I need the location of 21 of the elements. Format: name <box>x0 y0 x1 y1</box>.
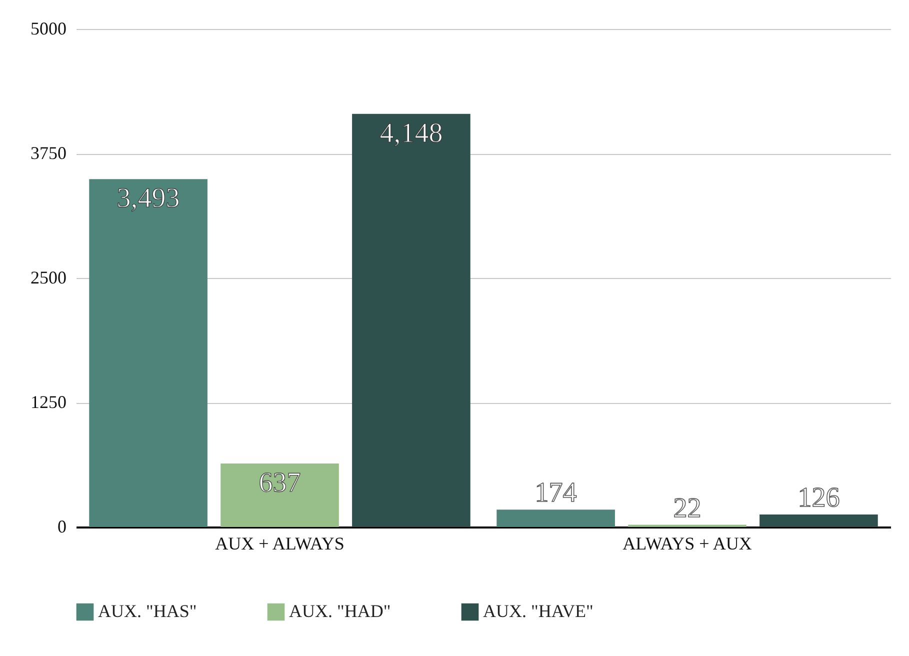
bar <box>496 510 615 527</box>
legend-label: AUX. "HAVE" <box>483 601 594 621</box>
y-tick-label: 1250 <box>30 392 66 412</box>
data-label: 637 <box>258 468 301 499</box>
y-tick-label: 3750 <box>30 143 66 163</box>
bar <box>89 179 208 527</box>
legend-label: AUX. "HAD" <box>289 601 391 621</box>
y-tick-label: 5000 <box>30 18 66 38</box>
legend-label: AUX. "HAS" <box>98 601 197 621</box>
data-label: 126 <box>798 482 840 514</box>
data-label: 174 <box>534 478 577 509</box>
data-label: 22 <box>673 492 702 524</box>
y-tick-label: 2500 <box>30 268 66 288</box>
bar <box>220 464 339 527</box>
bar <box>352 114 470 527</box>
data-label: 3,493 <box>116 183 180 214</box>
y-tick-label: 0 <box>58 516 66 536</box>
data-label: 4,148 <box>380 118 443 149</box>
x-tick-label: AUX + ALWAYS <box>215 534 344 554</box>
bar <box>760 514 878 527</box>
x-tick-label: ALWAYS + AUX <box>622 534 752 554</box>
